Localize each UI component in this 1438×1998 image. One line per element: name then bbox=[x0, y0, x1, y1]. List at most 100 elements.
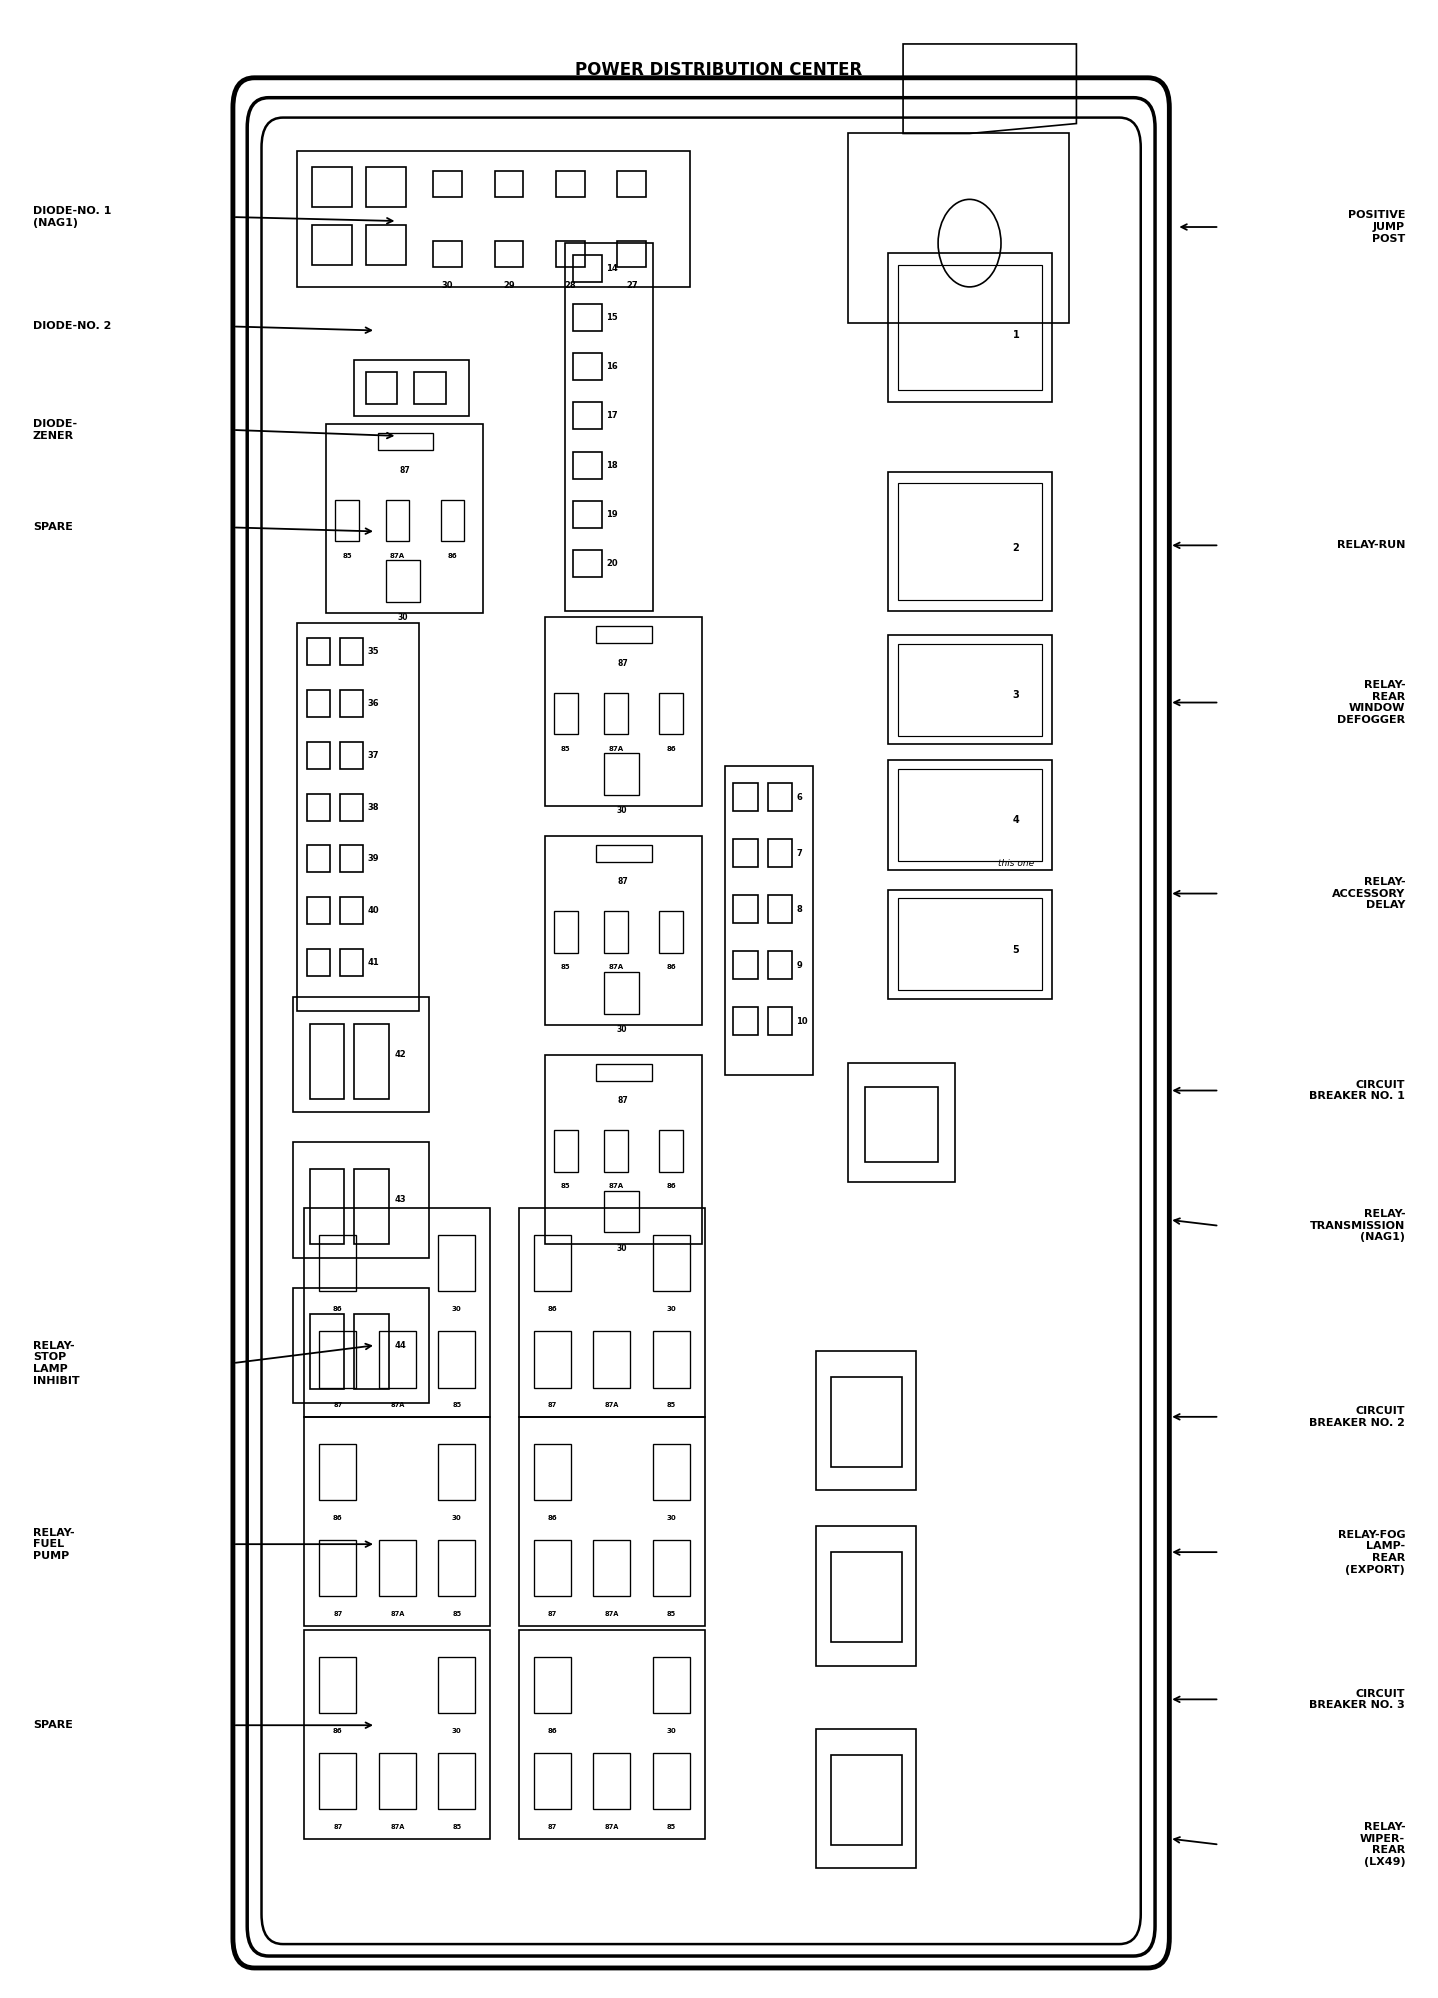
Text: 85: 85 bbox=[452, 1610, 462, 1616]
Text: 9: 9 bbox=[797, 961, 802, 969]
Bar bbox=[597, 845, 651, 863]
Bar bbox=[864, 1087, 938, 1163]
Bar bbox=[414, 372, 446, 404]
Bar bbox=[554, 1131, 578, 1173]
Bar bbox=[533, 1656, 571, 1714]
Bar bbox=[495, 242, 523, 268]
Bar bbox=[768, 839, 792, 867]
Text: 86: 86 bbox=[334, 1514, 342, 1520]
Text: 30: 30 bbox=[666, 1307, 676, 1313]
Bar bbox=[519, 1630, 705, 1838]
Bar bbox=[305, 1209, 490, 1417]
Text: 5: 5 bbox=[1012, 945, 1020, 955]
Bar bbox=[341, 949, 362, 975]
Bar bbox=[574, 304, 601, 332]
Bar bbox=[887, 761, 1053, 869]
Bar bbox=[733, 783, 758, 811]
Text: 2: 2 bbox=[1012, 543, 1020, 553]
Text: 30: 30 bbox=[666, 1514, 676, 1520]
Text: 43: 43 bbox=[394, 1195, 406, 1205]
Bar bbox=[308, 639, 331, 665]
Bar bbox=[439, 1540, 476, 1596]
Bar bbox=[733, 951, 758, 979]
Bar bbox=[887, 889, 1053, 999]
Bar bbox=[554, 693, 578, 733]
Text: 87A: 87A bbox=[604, 1610, 618, 1616]
Bar bbox=[604, 693, 628, 733]
Bar bbox=[574, 452, 601, 478]
Bar bbox=[545, 835, 702, 1025]
Bar bbox=[847, 1063, 955, 1183]
Bar bbox=[298, 152, 690, 286]
Bar bbox=[319, 1656, 357, 1714]
Text: 30: 30 bbox=[666, 1728, 676, 1734]
Bar bbox=[433, 172, 462, 198]
Bar bbox=[385, 500, 410, 541]
Text: 20: 20 bbox=[605, 559, 618, 567]
Text: 1: 1 bbox=[1012, 330, 1020, 340]
Bar bbox=[768, 783, 792, 811]
Text: 14: 14 bbox=[605, 264, 618, 274]
Text: 87: 87 bbox=[618, 659, 628, 667]
Text: 86: 86 bbox=[666, 965, 676, 971]
Text: SPARE: SPARE bbox=[33, 521, 73, 531]
Text: 35: 35 bbox=[367, 647, 380, 657]
Bar bbox=[308, 897, 331, 923]
Bar bbox=[293, 1287, 429, 1403]
Bar bbox=[311, 1315, 345, 1389]
Text: 4: 4 bbox=[1012, 815, 1020, 825]
Bar bbox=[439, 1752, 476, 1810]
Text: RELAY-
WIPER-
REAR
(LX49): RELAY- WIPER- REAR (LX49) bbox=[1360, 1822, 1405, 1866]
Bar bbox=[653, 1656, 690, 1714]
Bar bbox=[604, 1191, 638, 1233]
Bar bbox=[308, 689, 331, 717]
Text: 85: 85 bbox=[342, 553, 352, 559]
Bar bbox=[311, 1023, 345, 1099]
Text: 30: 30 bbox=[617, 1025, 627, 1033]
Bar bbox=[653, 1752, 690, 1810]
Bar bbox=[341, 689, 362, 717]
Bar bbox=[574, 501, 601, 527]
Text: 85: 85 bbox=[667, 1610, 676, 1616]
Text: 86: 86 bbox=[548, 1514, 557, 1520]
Text: POWER DISTRIBUTION CENTER: POWER DISTRIBUTION CENTER bbox=[575, 60, 863, 78]
Bar bbox=[298, 623, 418, 1011]
Text: this one: this one bbox=[998, 859, 1034, 869]
Bar bbox=[660, 693, 683, 733]
Text: 38: 38 bbox=[367, 803, 378, 811]
Text: 87A: 87A bbox=[608, 745, 624, 751]
Text: POSITIVE
JUMP
POST: POSITIVE JUMP POST bbox=[1347, 210, 1405, 244]
Text: 30: 30 bbox=[617, 805, 627, 815]
Bar bbox=[378, 1540, 416, 1596]
Bar bbox=[378, 434, 433, 450]
Text: 7: 7 bbox=[797, 849, 802, 857]
Bar bbox=[897, 899, 1043, 991]
Text: CIRCUIT
BREAKER NO. 3: CIRCUIT BREAKER NO. 3 bbox=[1310, 1688, 1405, 1710]
Bar bbox=[533, 1445, 571, 1500]
Text: 19: 19 bbox=[605, 509, 618, 519]
Text: 87: 87 bbox=[548, 1824, 557, 1830]
Text: 41: 41 bbox=[367, 957, 380, 967]
Bar bbox=[365, 372, 397, 404]
Bar bbox=[574, 354, 601, 380]
Bar bbox=[768, 951, 792, 979]
Bar bbox=[440, 500, 464, 541]
Bar bbox=[308, 949, 331, 975]
Bar bbox=[574, 256, 601, 282]
Bar bbox=[597, 627, 651, 643]
Bar bbox=[341, 741, 362, 769]
Bar bbox=[439, 1235, 476, 1291]
Bar bbox=[533, 1752, 571, 1810]
Bar bbox=[311, 1169, 345, 1245]
Bar bbox=[594, 1540, 630, 1596]
Text: 39: 39 bbox=[367, 855, 378, 863]
Text: SPARE: SPARE bbox=[33, 1720, 73, 1730]
Bar bbox=[308, 741, 331, 769]
Bar bbox=[887, 472, 1053, 611]
Text: 87: 87 bbox=[618, 877, 628, 887]
Text: 30: 30 bbox=[398, 613, 408, 621]
Bar bbox=[768, 1007, 792, 1035]
Bar bbox=[594, 1331, 630, 1387]
Bar bbox=[557, 242, 585, 268]
Text: RELAY-
FUEL
PUMP: RELAY- FUEL PUMP bbox=[33, 1528, 75, 1560]
